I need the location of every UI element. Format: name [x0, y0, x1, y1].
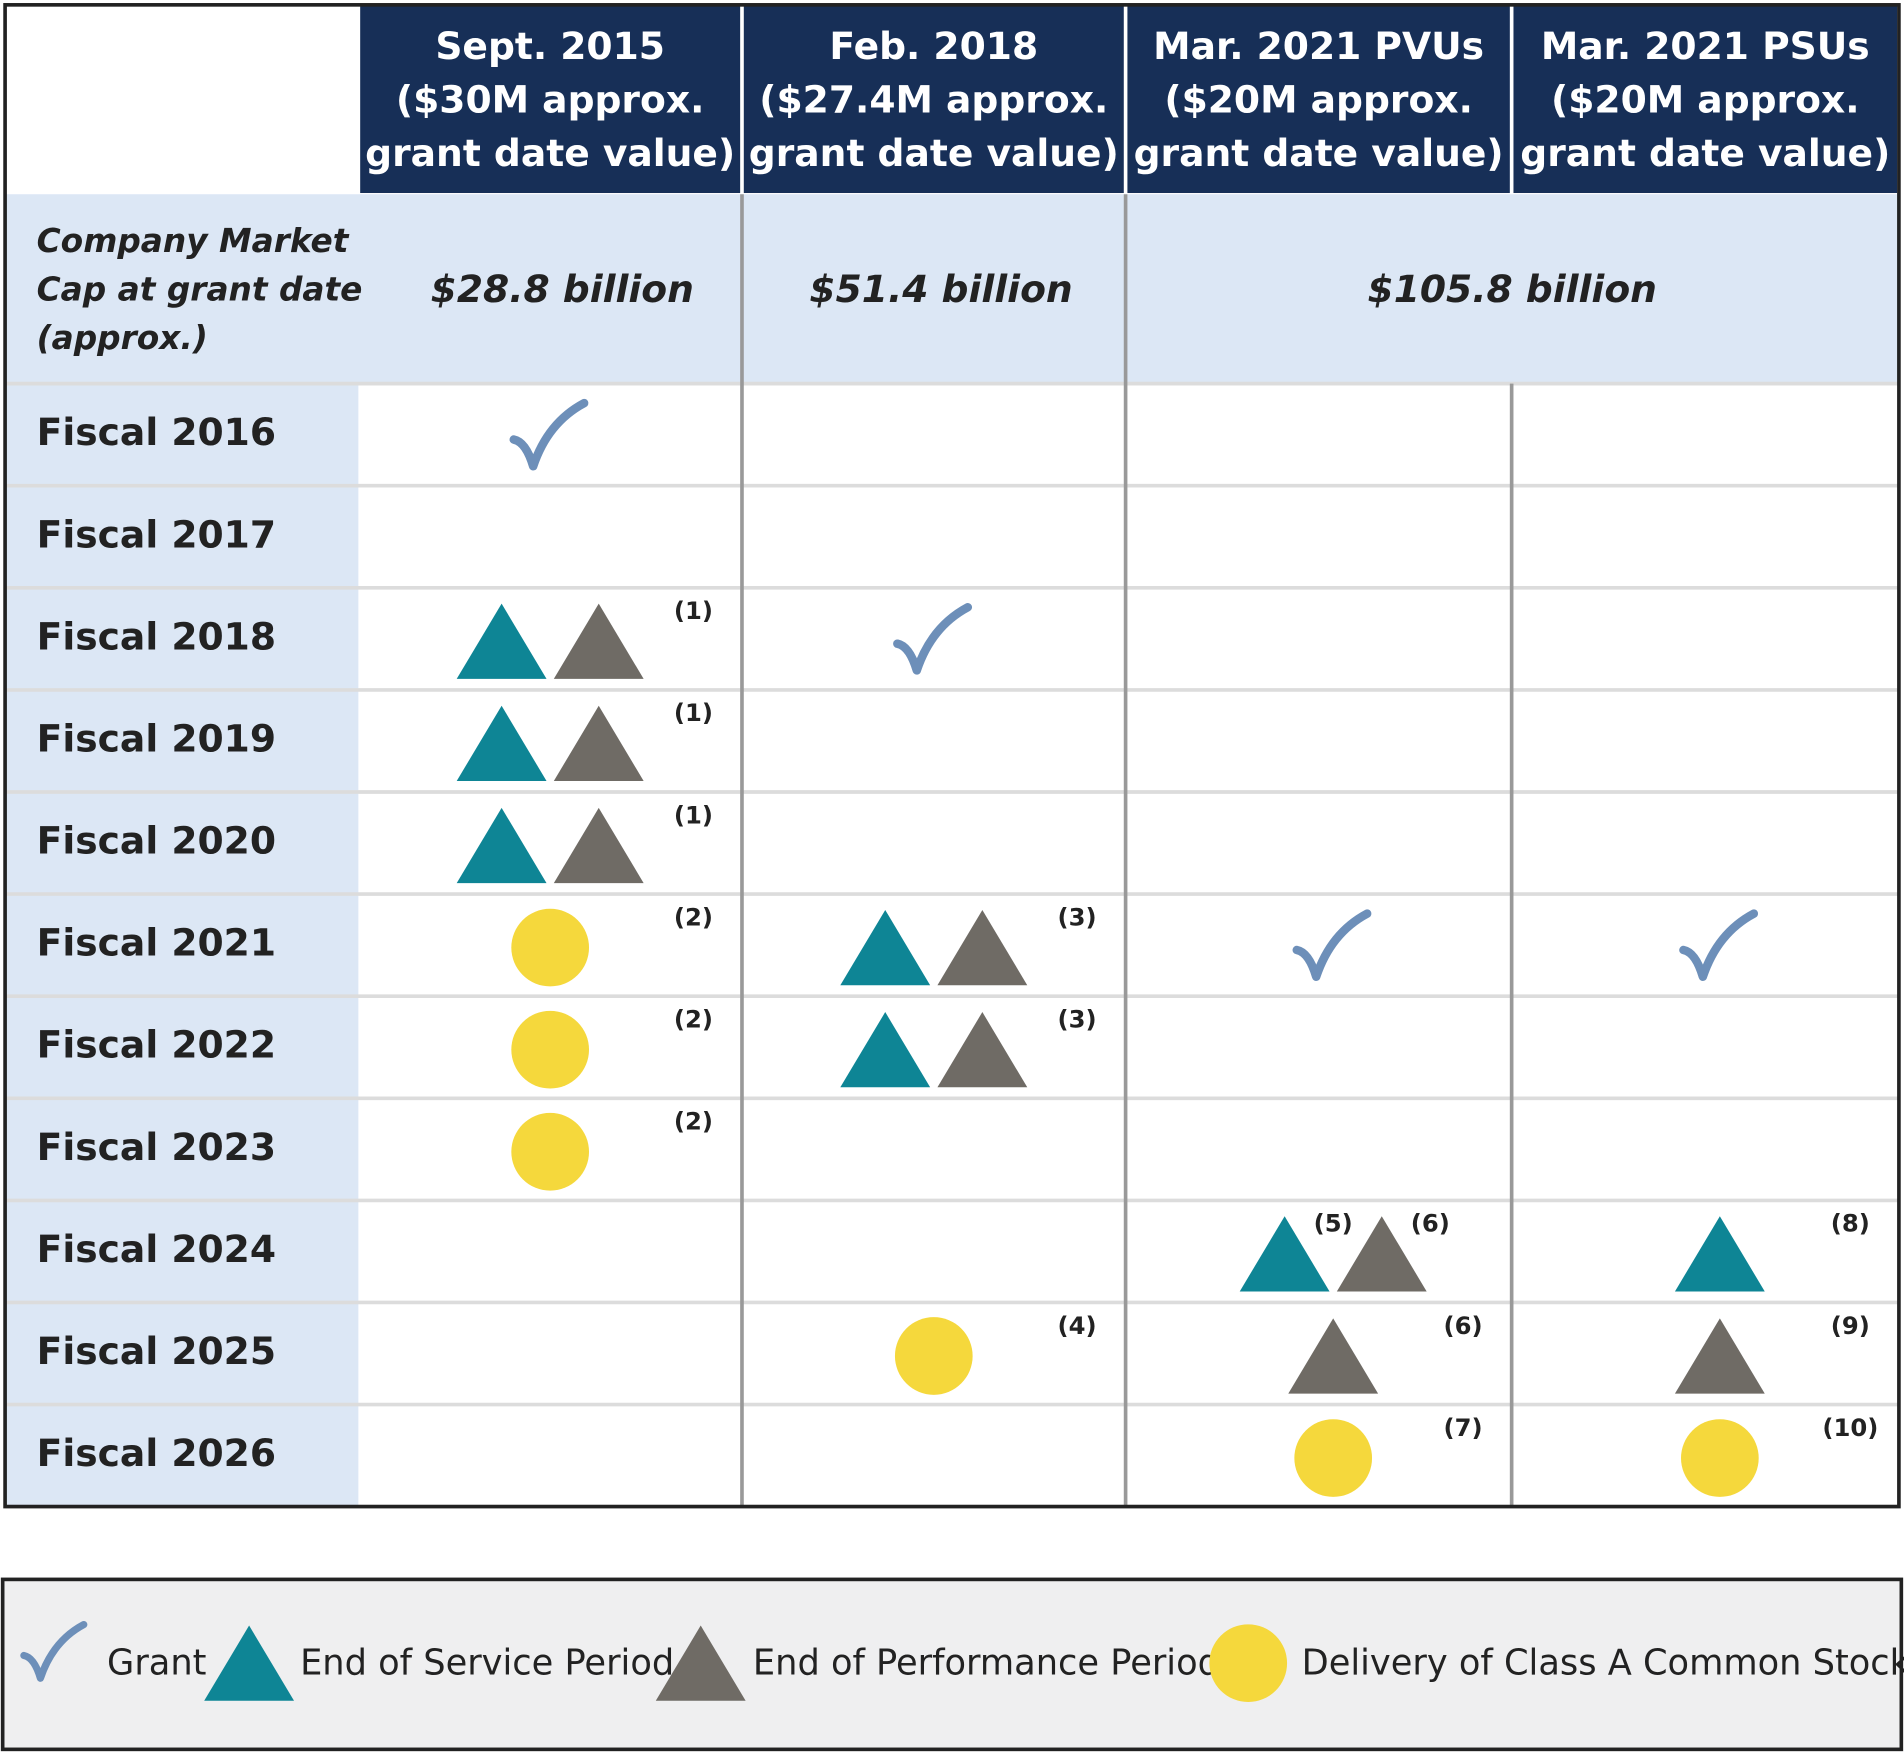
delivery-circle: [1209, 1624, 1288, 1703]
legend-label: Grant: [107, 1642, 206, 1683]
footnote: (2): [674, 1107, 713, 1136]
footnote: (3): [1058, 902, 1097, 931]
header-text: grant date value): [1520, 131, 1890, 175]
service-triangle: [456, 807, 547, 884]
market-cap-value: $51.4 billion: [809, 267, 1072, 311]
header-text: grant date value): [749, 131, 1119, 175]
market-cap-value: $28.8 billion: [431, 267, 694, 311]
performance-triangle: [1336, 1216, 1427, 1292]
service-triangle: [1239, 1216, 1330, 1292]
footnote: (5): [1314, 1209, 1353, 1238]
legend-label: End of Service Period: [300, 1642, 674, 1683]
footnote: (1): [674, 800, 713, 829]
legend-label: End of Performance Period: [753, 1642, 1220, 1683]
header-text: Feb. 2018: [829, 24, 1038, 68]
footnote: (7): [1444, 1413, 1483, 1442]
service-triangle: [456, 603, 547, 679]
performance-triangle: [937, 1012, 1028, 1088]
market-cap-row: [5, 194, 1899, 384]
service-triangle: [840, 909, 931, 986]
row-label: Fiscal 2024: [37, 1227, 276, 1271]
header-text: ($20M approx.: [1551, 77, 1860, 121]
footnote: (2): [674, 902, 713, 931]
market-cap-label: Cap at grant date: [37, 270, 363, 308]
header-text: grant date value): [365, 131, 735, 175]
service-triangle: [456, 705, 547, 782]
row-label: Fiscal 2023: [37, 1125, 276, 1169]
header-text: Sept. 2015: [435, 24, 665, 68]
grant-check: [20, 1620, 88, 1682]
footnote: (4): [1058, 1311, 1097, 1340]
delivery-circle: [511, 1010, 590, 1089]
performance-triangle: [1674, 1318, 1765, 1394]
row-label: Fiscal 2022: [37, 1023, 276, 1067]
service-triangle: [1674, 1216, 1765, 1292]
legend-box: [0, 1577, 1904, 1752]
market-cap-label: (approx.): [37, 319, 208, 357]
row-label: Fiscal 2025: [37, 1329, 276, 1373]
row-label: Fiscal 2020: [37, 819, 276, 863]
row-label: Fiscal 2016: [37, 410, 276, 454]
service-triangle: [204, 1625, 295, 1701]
header-cell: [743, 4, 1124, 194]
row-label: Fiscal 2017: [37, 512, 276, 556]
delivery-circle: [894, 1317, 973, 1395]
header-text: ($20M approx.: [1164, 77, 1473, 121]
legend-label: Delivery of Class A Common Stock: [1302, 1642, 1904, 1683]
footnote: (10): [1822, 1413, 1878, 1442]
grant-check: [893, 603, 973, 675]
market-cap-value: $105.8 billion: [1368, 267, 1657, 311]
grant-check: [1292, 909, 1372, 981]
header-cell: [1127, 4, 1510, 194]
performance-triangle: [553, 807, 644, 884]
footnote: (8): [1831, 1209, 1870, 1238]
performance-triangle: [937, 909, 1028, 986]
performance-triangle: [553, 705, 644, 782]
header-text: ($27.4M approx.: [759, 77, 1108, 121]
performance-triangle: [1288, 1318, 1379, 1394]
grant-check: [509, 398, 589, 471]
performance-triangle: [655, 1625, 746, 1701]
footnote: (2): [674, 1004, 713, 1033]
footnote: (9): [1831, 1311, 1870, 1340]
label-column: [5, 383, 359, 1507]
header-text: Mar. 2021 PVUs: [1153, 24, 1484, 68]
delivery-circle: [511, 1112, 590, 1191]
row-label: Fiscal 2018: [37, 614, 276, 658]
performance-triangle: [553, 603, 644, 679]
header-text: grant date value): [1134, 131, 1504, 175]
header-cell: [360, 4, 741, 194]
footnote: (1): [674, 698, 713, 727]
footnote: (6): [1411, 1209, 1450, 1238]
market-cap-label: Company Market: [37, 222, 350, 260]
table-border: [3, 3, 1901, 1509]
row-label: Fiscal 2019: [37, 716, 276, 760]
footnote: (3): [1058, 1004, 1097, 1033]
grant-check: [1679, 909, 1759, 981]
row-label: Fiscal 2026: [37, 1431, 276, 1475]
header-text: Mar. 2021 PSUs: [1541, 24, 1870, 68]
delivery-circle: [1294, 1419, 1373, 1497]
row-label: Fiscal 2021: [37, 921, 276, 965]
delivery-circle: [1681, 1419, 1759, 1497]
header-cell: [1513, 4, 1898, 194]
footnote: (1): [674, 596, 713, 625]
delivery-circle: [511, 908, 590, 987]
footnote: (6): [1444, 1311, 1483, 1340]
service-triangle: [840, 1012, 931, 1088]
header-text: ($30M approx.: [396, 77, 704, 121]
